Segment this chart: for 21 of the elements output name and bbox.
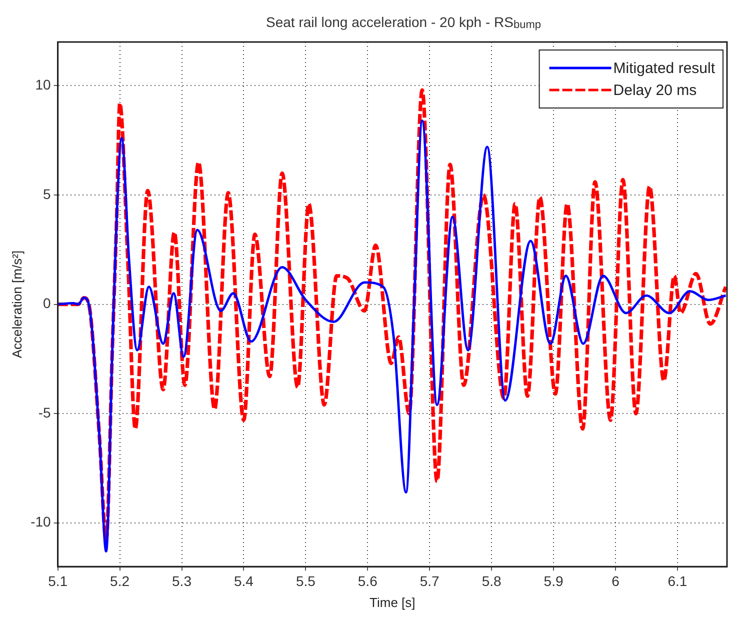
x-tick-label: 5.1: [48, 572, 68, 589]
y-tick-label: -10: [30, 514, 52, 530]
x-tick-label: 5.3: [172, 572, 192, 589]
chart-title: Seat rail long acceleration - 20 kph - RS$_{bump}$: [265, 14, 542, 31]
y-tick-label: 0: [43, 295, 52, 312]
y-axis-title: Acceleration [m/s²]: [9, 250, 24, 358]
x-tick-label: 6: [612, 572, 620, 589]
x-axis-title: Time [s]: [370, 594, 416, 610]
y-tick-label: 10: [35, 76, 52, 93]
x-tick-label: 5.2: [110, 572, 130, 589]
x-tick-label: 5.8: [482, 572, 502, 589]
x-tick-label: 5.4: [234, 572, 254, 589]
x-tick-label: 6.1: [668, 572, 688, 589]
legend-label: Delay 20 ms: [613, 82, 697, 100]
legend-label: Mitigated result: [613, 60, 716, 78]
x-tick-label: 5.7: [420, 572, 440, 589]
y-tick-label: 5: [43, 186, 52, 202]
y-tick-label: -5: [38, 404, 52, 420]
x-tick-label: 5.5: [296, 572, 316, 589]
x-tick-label: 5.9: [544, 572, 564, 589]
x-tick-label: 5.6: [358, 572, 378, 589]
